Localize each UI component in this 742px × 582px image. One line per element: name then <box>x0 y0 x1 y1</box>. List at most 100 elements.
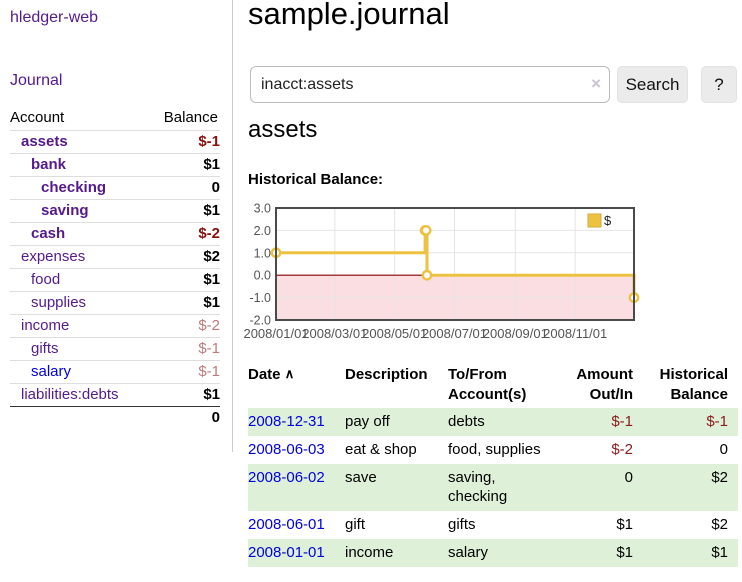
transaction-accounts: food, supplies <box>448 441 541 458</box>
x-tick-label: 2008/07/01 <box>422 326 487 341</box>
y-tick-label: 0.0 <box>254 269 271 283</box>
transaction-amount: $-2 <box>611 441 633 458</box>
search-input[interactable] <box>250 66 610 103</box>
transaction-balance: 0 <box>719 441 728 458</box>
page-title: sample.journal <box>248 0 450 31</box>
account-link-liabilities-debts[interactable]: liabilities:debts <box>21 386 119 403</box>
search-button[interactable]: Search <box>617 66 688 103</box>
transaction-description: gift <box>345 516 366 533</box>
search-input-wrap: × <box>250 66 610 103</box>
account-link-cash[interactable]: cash <box>31 225 66 242</box>
transaction-description: pay off <box>345 408 448 436</box>
chart-title: Historical Balance: <box>248 171 384 188</box>
account-balance: $-1 <box>148 337 220 361</box>
legend-swatch <box>587 213 602 228</box>
transaction-date-link[interactable]: 2008-06-03 <box>248 441 325 458</box>
transaction-row: 2008-06-02 save saving, checking 0 $2 <box>248 464 738 511</box>
transaction-description: eat & shop <box>345 441 417 458</box>
legend-label: $ <box>604 213 612 228</box>
data-point-marker <box>420 225 432 236</box>
account-row: food $1 <box>10 268 220 292</box>
x-tick-label: 2008/11/01 <box>543 326 607 341</box>
transaction-row: 2008-06-03 eat & shop food, supplies $-2 0 <box>248 436 738 464</box>
register-col-balance: Historical Balance <box>659 366 728 403</box>
accounts-total-value: 0 <box>148 406 220 429</box>
transaction-accounts: saving, checking <box>448 464 568 511</box>
data-point-marker <box>421 269 433 281</box>
account-link-income[interactable]: income <box>21 317 70 334</box>
account-link-bank[interactable]: bank <box>31 156 67 173</box>
account-row: cash $-2 <box>10 222 220 246</box>
plot-border <box>275 207 635 321</box>
account-row: bank $1 <box>10 153 220 177</box>
transaction-description: income <box>345 539 448 567</box>
clear-search-icon[interactable]: × <box>591 74 601 93</box>
transaction-row: 2008-06-01 gift gifts $1 $2 <box>248 511 738 539</box>
account-balance: $-1 <box>148 130 220 154</box>
app-brand-link[interactable]: hledger-web <box>10 9 99 26</box>
register-table: Date ∧ Description To/From Account(s) Am… <box>248 362 738 567</box>
transaction-date-link[interactable]: 2008-01-01 <box>248 544 325 561</box>
account-row: saving $1 <box>10 199 220 223</box>
transaction-amount: $1 <box>568 539 643 567</box>
x-tick-label: 2008/01/01 <box>243 326 308 341</box>
register-col-date[interactable]: Date ∧ <box>248 366 295 383</box>
register-col-amount: Amount Out/In <box>576 366 633 403</box>
balance-col-header: Balance <box>163 109 218 126</box>
transaction-row: 2008-12-31 pay off debts $-1 $-1 <box>248 408 738 436</box>
account-link-checking[interactable]: checking <box>41 179 107 196</box>
account-link-food[interactable]: food <box>31 271 61 288</box>
main-content: sample.journal × Search ? assets Histori… <box>243 0 742 582</box>
transaction-accounts: salary <box>448 539 568 567</box>
account-link-assets[interactable]: assets <box>21 133 68 150</box>
account-link-gifts[interactable]: gifts <box>31 340 59 357</box>
x-tick-label: 2008/03/01 <box>302 326 367 341</box>
accounts-total-row: 0 <box>10 406 220 429</box>
historical-balance-chart: $3.0 2.0 1.0 0.0 -1.0 -2.02008/01/012008/03/0… <box>243 202 640 341</box>
transaction-accounts: gifts <box>448 516 476 533</box>
transaction-amount: $-1 <box>568 408 643 436</box>
transaction-date-link[interactable]: 2008-12-31 <box>248 413 325 430</box>
account-heading: assets <box>248 116 318 143</box>
account-balance: $1 <box>148 383 220 407</box>
account-balance: $1 <box>148 199 220 223</box>
transaction-balance: $2 <box>643 464 738 511</box>
transaction-row: 2008-01-01 income salary $1 $1 <box>248 539 738 567</box>
account-link-supplies[interactable]: supplies <box>31 294 87 311</box>
transaction-amount: 0 <box>568 464 643 511</box>
account-link-saving[interactable]: saving <box>41 202 89 219</box>
transaction-balance: $-1 <box>643 408 738 436</box>
account-balance: $-2 <box>148 314 220 338</box>
y-tick-label: 2.0 <box>254 224 271 238</box>
account-row: checking 0 <box>10 176 220 200</box>
transaction-balance: $1 <box>643 539 738 567</box>
account-row: liabilities:debts $1 <box>10 383 220 407</box>
account-link-expenses[interactable]: expenses <box>21 248 86 265</box>
search-bar: × Search ? <box>248 66 742 104</box>
account-balance: $1 <box>148 268 220 292</box>
accounts-col-header: Account <box>10 109 65 126</box>
help-button[interactable]: ? <box>701 66 737 103</box>
x-tick-label: 2008/05/01 <box>362 326 427 341</box>
account-link-salary[interactable]: salary <box>31 363 72 380</box>
account-balance: $1 <box>148 291 220 315</box>
sidebar: hledger-web Journal Account Balance asse… <box>0 0 233 452</box>
account-balance: 0 <box>148 176 220 200</box>
transaction-description: save <box>345 464 448 511</box>
accounts-table: Account Balance assets $-1 bank $1 checking 0… <box>10 106 220 429</box>
transaction-accounts: debts <box>448 408 568 436</box>
y-tick-label: -1.0 <box>249 291 271 305</box>
account-row: salary $-1 <box>10 360 220 384</box>
transaction-balance: $2 <box>711 516 728 533</box>
transaction-amount: $1 <box>616 516 633 533</box>
y-tick-label: 1.0 <box>254 246 271 260</box>
transaction-date-link[interactable]: 2008-06-02 <box>248 469 325 486</box>
x-tick-label: 2008/09/01 <box>483 326 548 341</box>
account-row: income $-2 <box>10 314 220 338</box>
account-balance: $-1 <box>148 360 220 384</box>
sidebar-item-journal[interactable]: Journal <box>10 72 63 89</box>
transaction-date-link[interactable]: 2008-06-01 <box>248 516 325 533</box>
register-col-description: Description <box>345 366 428 383</box>
y-tick-label: 3.0 <box>254 202 271 216</box>
